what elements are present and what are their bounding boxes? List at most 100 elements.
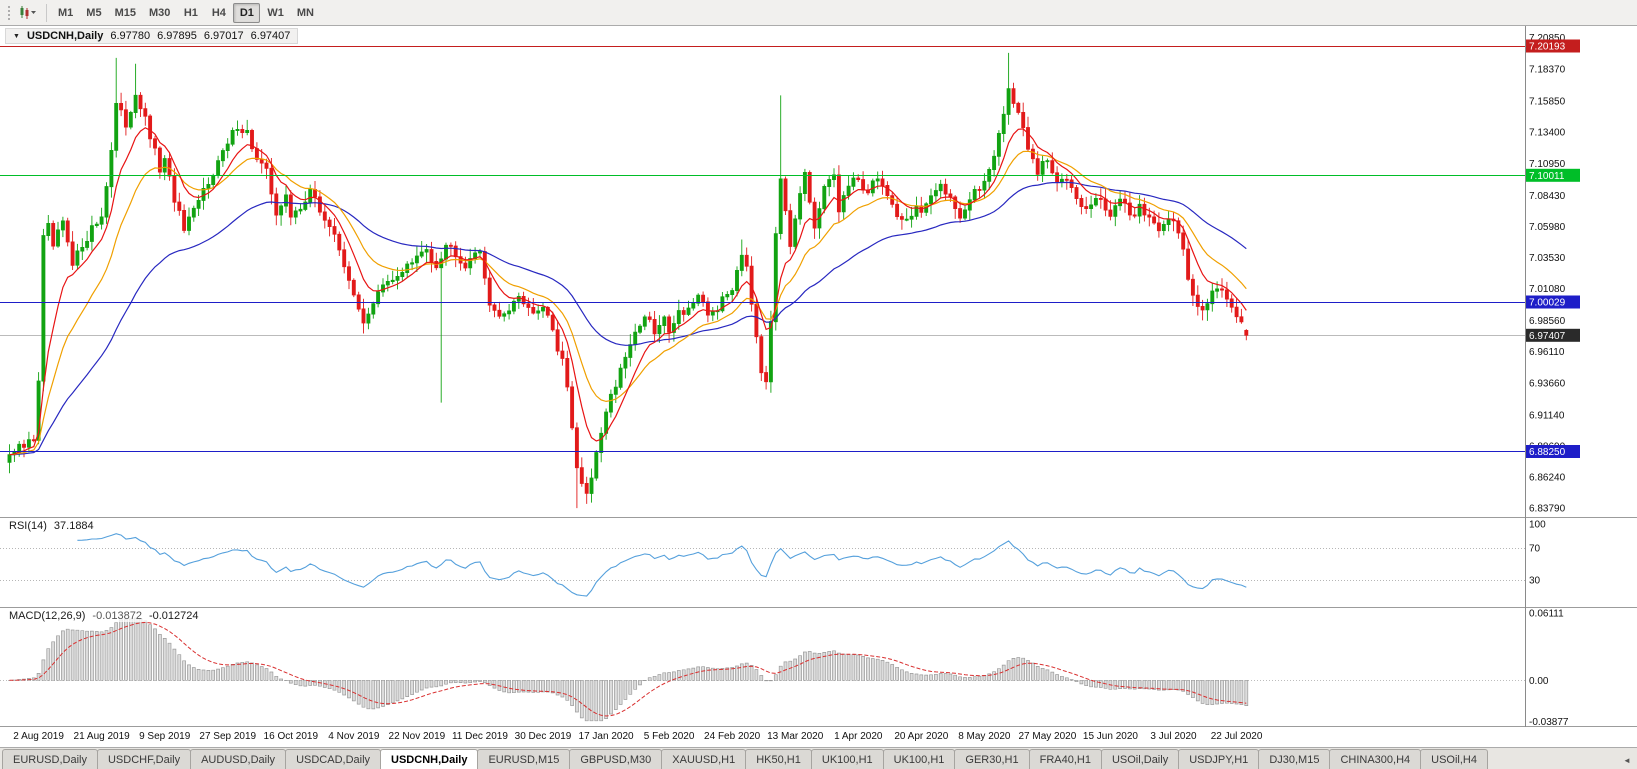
rsi-name: RSI(14) <box>9 520 47 532</box>
chart-tab-ger30-h1[interactable]: GER30,H1 <box>954 749 1030 769</box>
price-axis-label: 7.10950 <box>1529 159 1566 170</box>
macd-name: MACD(12,26,9) <box>9 610 86 622</box>
date-axis-label: 3 Jul 2020 <box>1150 731 1197 742</box>
rsi-line <box>77 533 1247 597</box>
hline-6.88250-badge-label: 6.88250 <box>1529 447 1566 458</box>
macd-main-value: -0.013872 <box>92 610 142 622</box>
rsi-value: 37.1884 <box>53 520 94 532</box>
toolbar-separator <box>46 3 47 22</box>
chart-tab-china300-h4[interactable]: CHINA300,H4 <box>1329 749 1422 769</box>
chart-tab-usdcad-daily[interactable]: USDCAD,Daily <box>285 749 382 769</box>
bid-price-badge-label: 6.97407 <box>1529 331 1566 342</box>
price-axis-label: 7.15850 <box>1529 97 1566 108</box>
ma-45-line <box>9 181 1247 456</box>
chart-tab-gbpusd-m30[interactable]: GBPUSD,M30 <box>569 749 663 769</box>
timeframe-button-m1[interactable]: M1 <box>58 6 74 19</box>
timeframe-button-mn[interactable]: MN <box>296 6 314 19</box>
price-axis-label: 6.98560 <box>1529 316 1566 327</box>
timeframes-toolbar: M1 M5 M15 M30 H1 H4 D1 W1 MN <box>0 0 1637 26</box>
price-chart-canvas[interactable]: 7.20850 7.18370 7.15850 7.13400 7.10950 7.084… <box>0 26 1637 727</box>
hline-7.10011-badge <box>1526 168 1580 182</box>
bearish-candles <box>22 82 1249 509</box>
macd-histogram <box>8 617 1249 722</box>
chart-tab-usdcnh-daily[interactable]: USDCNH,Daily <box>380 749 479 769</box>
price-axis-label: 7.08430 <box>1529 191 1566 202</box>
chart-tab-hk50-h1[interactable]: HK50,H1 <box>745 749 812 769</box>
chart-title: ▼ USDCNH,Daily 6.97780 6.97895 6.97017 6… <box>5 28 299 44</box>
price-axis-label: 6.86240 <box>1529 473 1566 484</box>
chart-tab-xauusd-h1[interactable]: XAUUSD,H1 <box>661 749 747 769</box>
timeframe-button-d1[interactable]: D1 <box>233 2 261 23</box>
price-axis-label: 6.91140 <box>1529 410 1565 421</box>
date-axis[interactable]: 2 Aug 2019 21 Aug 2019 9 Sep 2019 27 Sep 20… <box>0 727 1637 747</box>
date-axis-label: 2 Aug 2019 <box>13 731 64 742</box>
ma-8-line <box>9 127 1247 456</box>
tab-scroll-left-button[interactable]: ◄ <box>1620 753 1634 767</box>
timeframe-button-h1[interactable]: H1 <box>183 6 198 19</box>
macd-axis-label: 0.06111 <box>1529 609 1564 620</box>
chart-tab-usdjpy-h1[interactable]: USDJPY,H1 <box>1178 749 1260 769</box>
price-axis-label: 7.01080 <box>1529 284 1566 295</box>
macd-indicator-label: MACD(12,26,9) -0.013872 -0.012724 <box>7 610 201 622</box>
chart-tab-usdchf-daily[interactable]: USDCHF,Daily <box>96 749 192 769</box>
charts-menu-icon[interactable] <box>15 3 41 23</box>
price-axis-label: 7.18370 <box>1529 65 1566 76</box>
ohlc-close: 6.97407 <box>250 30 291 42</box>
date-axis-label: 21 Aug 2019 <box>73 731 130 742</box>
chart-tab-usoil-daily[interactable]: USOil,Daily <box>1100 749 1180 769</box>
chart-tab-dj30-m15[interactable]: DJ30,M15 <box>1258 749 1331 769</box>
date-axis-label: 15 Jun 2020 <box>1082 731 1138 742</box>
symbol-dropdown-icon[interactable]: ▼ <box>13 32 20 40</box>
price-axis-label: 7.03530 <box>1529 253 1566 264</box>
chart-tabs-bar: EURUSD,Daily USDCHF,Daily AUDUSD,Daily USDC… <box>0 747 1637 769</box>
chart-area: 7.20850 7.18370 7.15850 7.13400 7.10950 7.084… <box>0 26 1637 727</box>
macd-signal-line <box>9 621 1247 717</box>
price-axis-label: 6.96110 <box>1529 347 1565 358</box>
date-axis-label: 27 Sep 2019 <box>199 731 257 742</box>
timeframe-button-m15[interactable]: M15 <box>114 6 136 19</box>
date-axis-label: 13 Mar 2020 <box>767 731 824 742</box>
timeframe-button-w1[interactable]: W1 <box>267 6 284 19</box>
mini-candle-chart-icon <box>20 5 36 19</box>
chart-tab-fra40-h1[interactable]: FRA40,H1 <box>1028 749 1102 769</box>
date-axis-label: 17 Jan 2020 <box>578 731 634 742</box>
rsi-indicator-label: RSI(14) 37.1884 <box>7 520 96 532</box>
price-axis-label: 7.05980 <box>1529 222 1566 233</box>
chart-tab-uk100-h1[interactable]: UK100,H1 <box>882 749 956 769</box>
price-axis-label: 6.93660 <box>1529 378 1566 389</box>
price-axis-label: 7.13400 <box>1529 128 1566 139</box>
symbol-label: USDCNH,Daily <box>26 30 104 42</box>
date-axis-label: 4 Nov 2019 <box>328 731 380 742</box>
bullish-candles <box>7 52 1220 503</box>
ohlc-low: 6.97017 <box>203 30 244 42</box>
chart-tab-eurusd-m15[interactable]: EURUSD,M15 <box>477 749 571 769</box>
timeframe-buttons: M1 M5 M15 M30 H1 H4 D1 W1 MN <box>52 2 320 23</box>
bid-price-badge <box>1526 328 1580 342</box>
timeframe-button-m30[interactable]: M30 <box>148 6 171 19</box>
date-axis-label: 5 Feb 2020 <box>643 731 695 742</box>
hline-6.88250-badge <box>1526 445 1580 458</box>
hline-7.10011-badge-label: 7.10011 <box>1529 171 1565 182</box>
hline-7.20193-badge-label: 7.20193 <box>1529 42 1566 53</box>
rsi-axis-label: 30 <box>1529 576 1541 587</box>
macd-signal-value: -0.012724 <box>148 610 199 622</box>
chart-tabs: EURUSD,Daily USDCHF,Daily AUDUSD,Daily USDC… <box>2 749 1488 769</box>
date-axis-label: 9 Sep 2019 <box>139 731 191 742</box>
toolbar-drag-handle[interactable] <box>7 4 12 21</box>
date-axis-label: 30 Dec 2019 <box>514 731 572 742</box>
date-axis-label: 8 May 2020 <box>958 731 1011 742</box>
price-axis-label: 7.20850 <box>1529 33 1566 44</box>
timeframe-button-h4[interactable]: H4 <box>211 6 226 19</box>
chart-tab-uk100-h1[interactable]: UK100,H1 <box>810 749 884 769</box>
date-axis-label: 16 Oct 2019 <box>263 731 319 742</box>
ohlc-high: 6.97895 <box>157 30 197 42</box>
timeframe-button-m5[interactable]: M5 <box>86 6 102 19</box>
chart-tab-audusd-daily[interactable]: AUDUSD,Daily <box>190 749 287 769</box>
date-axis-label: 27 May 2020 <box>1018 731 1077 742</box>
rsi-axis-label: 100 <box>1529 520 1546 531</box>
hline-7.20193-badge <box>1526 39 1580 53</box>
hline-7.00029-badge-label: 7.00029 <box>1529 298 1566 309</box>
chart-tab-usoil-h4[interactable]: USOil,H4 <box>1420 749 1488 769</box>
price-axis-label: 6.83790 <box>1529 504 1566 515</box>
chart-tab-eurusd-daily[interactable]: EURUSD,Daily <box>2 749 98 769</box>
